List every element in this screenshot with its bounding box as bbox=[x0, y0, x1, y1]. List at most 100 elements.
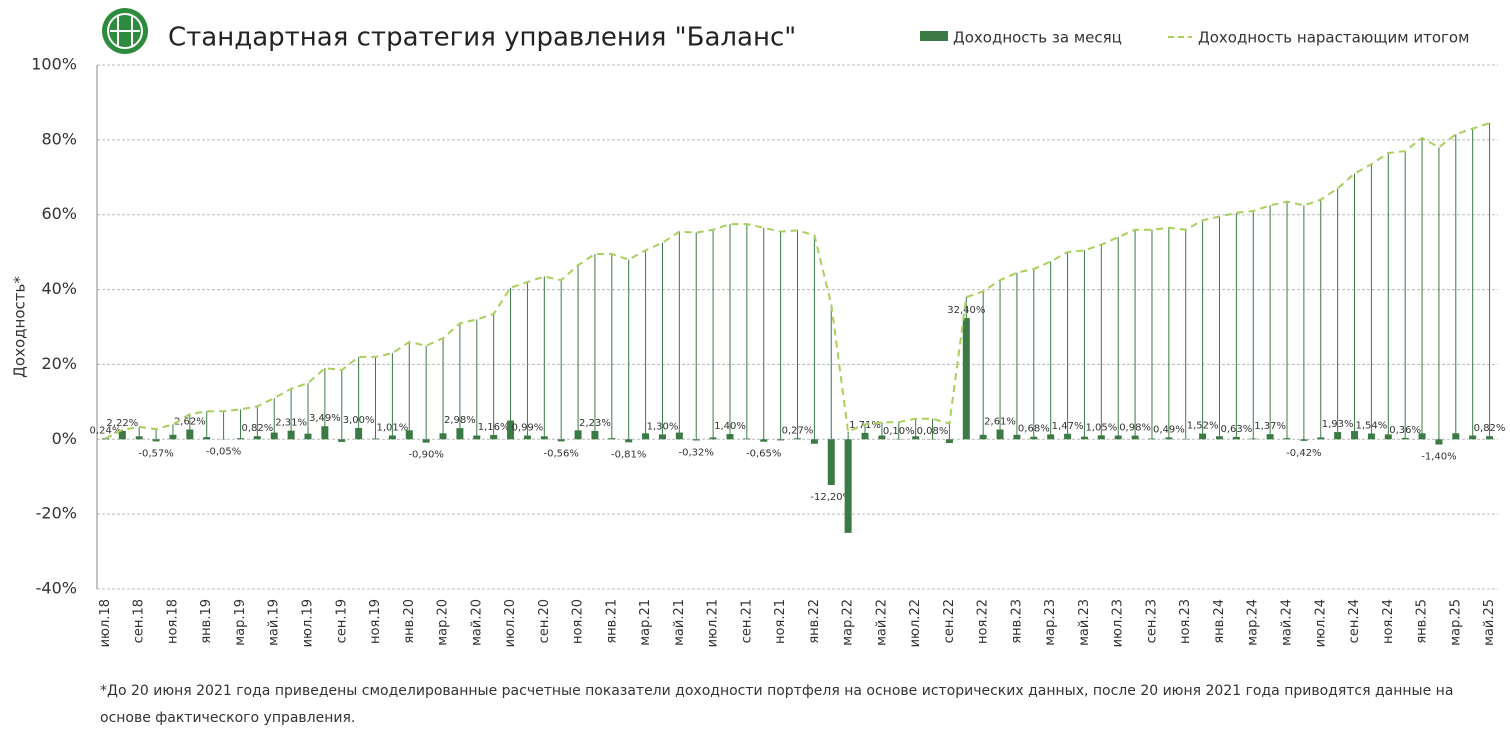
x-tick-label: янв.25 bbox=[1415, 599, 1430, 644]
data-label: 32,40% bbox=[947, 305, 985, 316]
x-tick-label: май.21 bbox=[672, 599, 687, 646]
bar bbox=[1249, 438, 1257, 440]
data-label: 3,49% bbox=[309, 413, 341, 424]
bar bbox=[203, 437, 211, 440]
data-label: 0,49% bbox=[1153, 424, 1185, 435]
x-tick-label: ноя.22 bbox=[976, 599, 991, 644]
y-tick-label: 100% bbox=[31, 55, 77, 74]
bar bbox=[1131, 435, 1139, 440]
data-label: -0,56% bbox=[543, 448, 578, 459]
footnote: основе фактического управления. bbox=[100, 710, 356, 726]
data-label: 2,98% bbox=[444, 415, 476, 426]
bar bbox=[456, 428, 464, 440]
bar bbox=[945, 439, 953, 444]
data-label: 2,61% bbox=[984, 417, 1016, 428]
bar bbox=[962, 318, 970, 440]
x-tick-label: июл.24 bbox=[1313, 599, 1328, 647]
data-label: -0,90% bbox=[408, 450, 443, 461]
bar bbox=[760, 439, 768, 442]
bar bbox=[1469, 435, 1477, 440]
bar bbox=[372, 438, 380, 440]
bar bbox=[186, 429, 194, 440]
data-label: -0,57% bbox=[138, 448, 173, 459]
x-tick-label: сен.22 bbox=[942, 599, 957, 643]
x-tick-label: янв.22 bbox=[807, 599, 822, 644]
data-label: 0,36% bbox=[1389, 425, 1421, 436]
bar bbox=[1165, 437, 1173, 440]
data-label: 2,62% bbox=[174, 416, 206, 427]
bar bbox=[287, 430, 295, 440]
bar bbox=[1064, 433, 1072, 440]
bar bbox=[304, 433, 312, 440]
x-tick-label: июл.22 bbox=[908, 599, 923, 647]
bar bbox=[726, 434, 734, 440]
x-tick-label: мар.20 bbox=[436, 599, 451, 646]
data-label: -0,05% bbox=[206, 446, 241, 457]
x-tick-label: сен.24 bbox=[1347, 599, 1362, 643]
x-tick-label: мар.19 bbox=[233, 599, 248, 646]
bar bbox=[709, 437, 717, 440]
data-label: 3,00% bbox=[343, 415, 375, 426]
bar bbox=[270, 432, 278, 440]
x-tick-label: июл.23 bbox=[1111, 599, 1126, 647]
data-label: -0,81% bbox=[611, 449, 646, 460]
logo bbox=[102, 8, 148, 54]
x-tick-label: сен.19 bbox=[334, 599, 349, 643]
x-tick-label: май.24 bbox=[1280, 599, 1295, 646]
bar bbox=[1384, 434, 1392, 440]
data-label: 1,54% bbox=[1356, 421, 1388, 432]
bar bbox=[1486, 436, 1494, 440]
bar bbox=[608, 438, 616, 440]
bar bbox=[844, 439, 852, 533]
bar bbox=[861, 432, 869, 440]
bar bbox=[152, 439, 160, 442]
bar bbox=[794, 438, 801, 440]
bar bbox=[692, 439, 700, 441]
bar bbox=[743, 438, 751, 440]
x-tick-label: мар.23 bbox=[1043, 599, 1058, 646]
bar bbox=[642, 433, 650, 440]
bar bbox=[405, 430, 413, 440]
x-tick-label: мар.22 bbox=[841, 599, 856, 646]
bar bbox=[507, 420, 515, 440]
x-tick-label: ноя.20 bbox=[571, 599, 586, 644]
bar bbox=[321, 426, 329, 440]
y-tick-label: -40% bbox=[36, 579, 77, 598]
bar bbox=[912, 436, 920, 440]
bar bbox=[996, 429, 1004, 440]
bar bbox=[878, 435, 886, 440]
data-label: -0,42% bbox=[1286, 448, 1321, 459]
y-tick-label: 0% bbox=[52, 429, 77, 448]
x-tick-label: мар.25 bbox=[1448, 599, 1463, 646]
bar bbox=[1114, 435, 1122, 440]
bar bbox=[1317, 437, 1325, 440]
x-tick-label: ноя.23 bbox=[1178, 599, 1193, 644]
y-tick-label: 80% bbox=[41, 129, 77, 148]
x-tick-label: май.22 bbox=[874, 599, 889, 646]
x-tick-label: ноя.18 bbox=[165, 599, 180, 644]
x-tick-label: ноя.24 bbox=[1381, 599, 1396, 644]
data-label: -12,20% bbox=[810, 492, 852, 503]
x-tick-label: мар.24 bbox=[1246, 599, 1261, 646]
data-label: 2,31% bbox=[275, 418, 307, 429]
x-tick-label: июл.18 bbox=[98, 599, 113, 647]
bar bbox=[135, 436, 143, 440]
data-label: 1,37% bbox=[1254, 421, 1286, 432]
data-label: 1,52% bbox=[1187, 421, 1219, 432]
x-tick-label: мар.21 bbox=[638, 599, 653, 646]
bar bbox=[169, 434, 177, 440]
bar bbox=[1418, 433, 1426, 440]
line bbox=[104, 122, 1490, 440]
x-tick-label: май.23 bbox=[1077, 599, 1092, 646]
bar bbox=[1097, 435, 1105, 440]
bar bbox=[625, 439, 633, 443]
bar bbox=[253, 436, 261, 440]
bar bbox=[1452, 433, 1460, 440]
legend-label: Доходность нарастающим итогом bbox=[1198, 29, 1469, 47]
bar bbox=[1367, 433, 1375, 440]
y-tick-label: 20% bbox=[41, 354, 77, 373]
bar bbox=[827, 439, 835, 485]
bar bbox=[1080, 436, 1088, 440]
bar bbox=[1047, 434, 1055, 440]
legend-swatch bbox=[920, 31, 948, 41]
